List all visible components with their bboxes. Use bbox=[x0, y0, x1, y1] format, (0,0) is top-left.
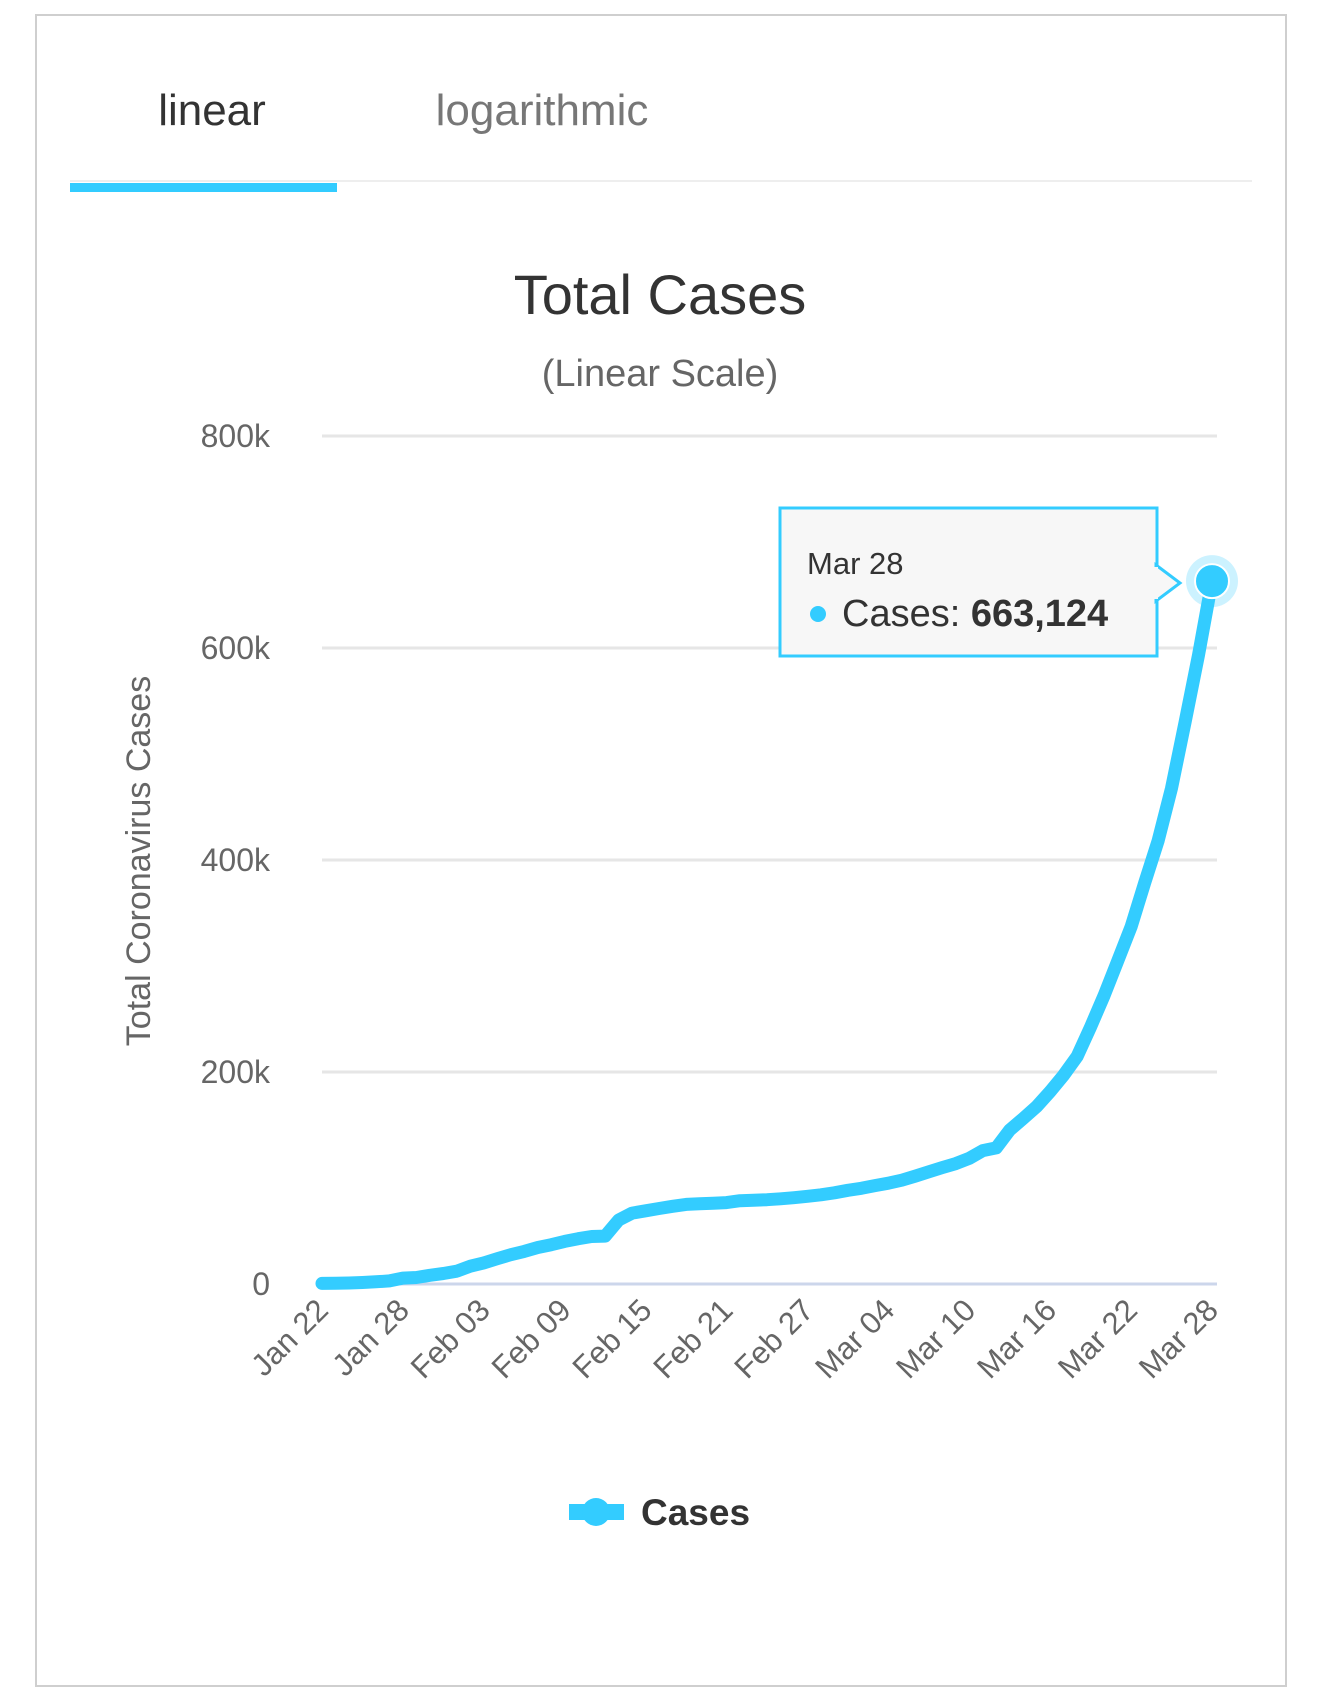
y-tick-label: 800k bbox=[201, 418, 271, 454]
active-tab-indicator bbox=[70, 183, 337, 192]
tooltip-value: 663,124 bbox=[971, 593, 1108, 635]
legend-item-cases[interactable]: Cases bbox=[641, 1492, 750, 1533]
y-tick-label: 0 bbox=[252, 1266, 270, 1302]
x-tick-label: Feb 27 bbox=[727, 1292, 820, 1385]
x-tick-label: Jan 28 bbox=[325, 1292, 416, 1383]
x-tick-label: Mar 16 bbox=[970, 1292, 1063, 1385]
tab-logarithmic[interactable]: logarithmic bbox=[435, 86, 649, 135]
tooltip: Mar 28 Cases: 663,124 bbox=[778, 506, 1183, 658]
chart-card bbox=[35, 14, 1287, 1687]
series-line-cases bbox=[315, 574, 1219, 1290]
tooltip-pointer bbox=[1154, 562, 1183, 604]
y-tick-label: 400k bbox=[201, 842, 271, 878]
y-tick-label: 600k bbox=[201, 630, 271, 666]
y-axis-title: Total Coronavirus Cases bbox=[120, 676, 158, 1046]
x-tick-label: Mar 04 bbox=[808, 1292, 901, 1385]
tab-divider bbox=[70, 180, 1252, 182]
x-tick-label: Jan 22 bbox=[244, 1292, 335, 1383]
tab-linear[interactable]: linear bbox=[158, 86, 266, 135]
x-tick-label: Mar 28 bbox=[1132, 1292, 1225, 1385]
svg-text:Cases: 663,124: Cases: 663,124 bbox=[842, 593, 1108, 635]
x-tick-label: Feb 21 bbox=[646, 1292, 739, 1385]
chart-title: Total Cases bbox=[514, 263, 807, 326]
tooltip-series-dot bbox=[810, 606, 826, 622]
tooltip-date: Mar 28 bbox=[807, 546, 903, 581]
x-tick-label: Feb 03 bbox=[404, 1292, 497, 1385]
x-tick-label: Feb 09 bbox=[485, 1292, 578, 1385]
chart-subtitle: (Linear Scale) bbox=[542, 353, 779, 395]
x-tick-label: Mar 22 bbox=[1051, 1292, 1144, 1385]
legend[interactable]: Cases bbox=[569, 1492, 750, 1533]
tooltip-series-label: Cases: bbox=[842, 593, 971, 635]
y-tick-label: 200k bbox=[201, 1054, 271, 1090]
legend-marker-symbol bbox=[582, 1498, 610, 1526]
data-point-marker[interactable] bbox=[1194, 563, 1230, 600]
x-tick-label: Mar 10 bbox=[889, 1292, 982, 1385]
x-tick-label: Feb 15 bbox=[566, 1292, 659, 1385]
